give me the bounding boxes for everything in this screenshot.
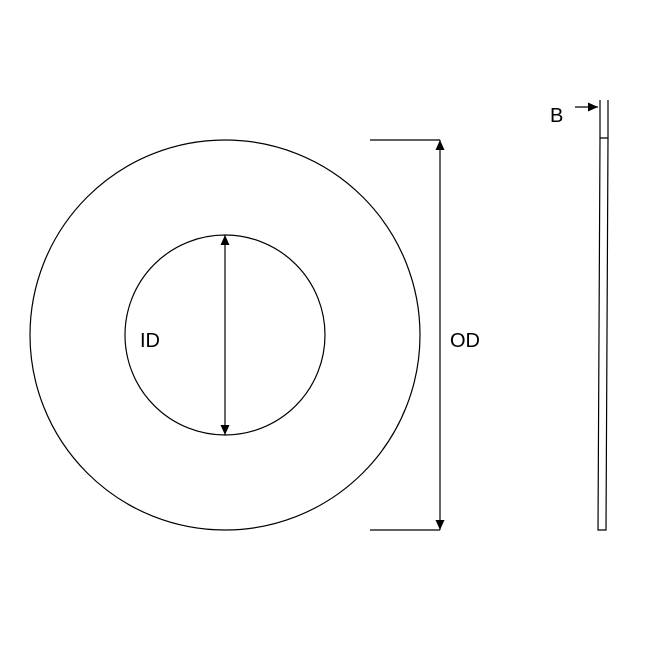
id-label: ID xyxy=(140,330,160,353)
od-label: OD xyxy=(450,330,480,353)
b-label: B xyxy=(550,105,563,128)
washer-diagram xyxy=(0,0,670,670)
diagram-svg xyxy=(0,0,670,670)
